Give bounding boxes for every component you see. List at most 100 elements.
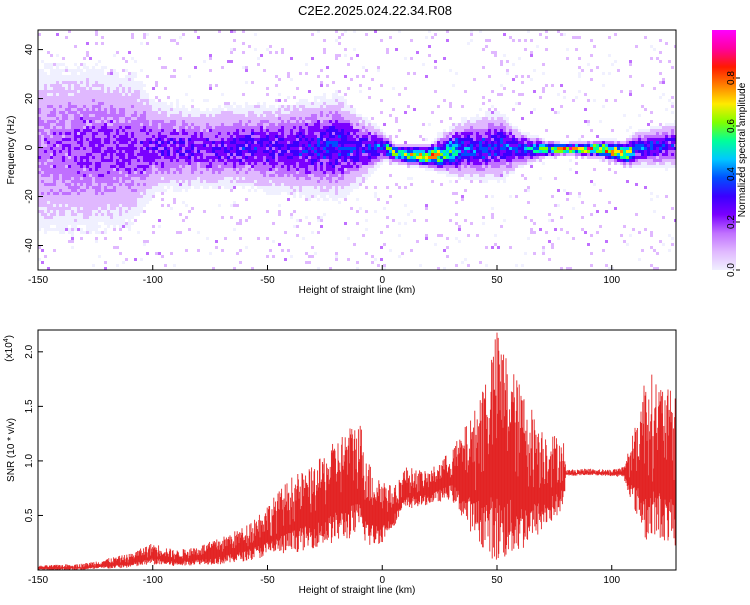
spectrogram-cell [188, 165, 191, 168]
spectrogram-cell [59, 219, 62, 222]
spectrogram-cell [152, 129, 155, 132]
spectrogram-cell [140, 102, 143, 105]
spectrogram-cell [209, 120, 212, 123]
spectrogram-cell [104, 75, 107, 78]
spectrogram-cell [302, 180, 305, 183]
spectrogram-cell [425, 156, 428, 159]
spectrogram-cell [65, 159, 68, 162]
spectrogram-cell [116, 147, 119, 150]
spectrogram-cell [107, 117, 110, 120]
spectrogram-cell [170, 75, 173, 78]
spectrogram-cell [212, 153, 215, 156]
spectrogram-cell [62, 141, 65, 144]
spectrogram-cell [47, 225, 50, 228]
spectrogram-cell [368, 174, 371, 177]
spectrogram-cell [305, 168, 308, 171]
spectrogram-cell [458, 159, 461, 162]
spectrogram-cell [128, 84, 131, 87]
spectrogram-cell [92, 141, 95, 144]
spectrogram-cell [134, 81, 137, 84]
spectrogram-cell [263, 138, 266, 141]
spectrogram-cell [74, 183, 77, 186]
spectrogram-cell [125, 213, 128, 216]
spectrogram-cell [113, 228, 116, 231]
spectrogram-cell [110, 180, 113, 183]
spectrogram-cell [83, 210, 86, 213]
spectrogram-cell [47, 189, 50, 192]
spectrogram-cell [122, 69, 125, 72]
spectrogram-cell [86, 174, 89, 177]
spectrogram-cell [461, 138, 464, 141]
spectrogram-cell [443, 99, 446, 102]
spectrogram-cell [50, 177, 53, 180]
spectrogram-cell [86, 90, 89, 93]
spectrogram-cell [53, 81, 56, 84]
spectrogram-cell [383, 138, 386, 141]
spectrogram-cell [185, 123, 188, 126]
spectrogram-cell [311, 192, 314, 195]
spectrogram-cell [242, 129, 245, 132]
spectrogram-cell [140, 126, 143, 129]
spectrogram-cell [437, 171, 440, 174]
spectrogram-cell [95, 150, 98, 153]
spectrogram-cell [290, 213, 293, 216]
spectrogram-cell [341, 147, 344, 150]
spectrogram-cell [275, 120, 278, 123]
spectrogram-cell [113, 117, 116, 120]
spectrogram-cell [455, 135, 458, 138]
spectrogram-cell [290, 114, 293, 117]
spectrogram-cell [299, 168, 302, 171]
spectrogram-cell [119, 225, 122, 228]
spectrogram-cell [200, 183, 203, 186]
spectrogram-cell [65, 174, 68, 177]
spectrogram-cell [59, 213, 62, 216]
spectrogram-cell [185, 183, 188, 186]
spectrogram-cell [68, 207, 71, 210]
spectrogram-cell [122, 204, 125, 207]
spectrogram-cell [224, 186, 227, 189]
spectrogram-cell [365, 117, 368, 120]
spectrogram-cell [170, 111, 173, 114]
spectrogram-cell [215, 111, 218, 114]
spectrogram-cell [104, 210, 107, 213]
spectrogram-cell [449, 132, 452, 135]
spectrogram-cell [152, 195, 155, 198]
spectrogram-cell [176, 126, 179, 129]
spectrogram-cell [56, 78, 59, 81]
spectrogram-cell [113, 54, 116, 57]
spectrogram-cell [344, 75, 347, 78]
spectrogram-cell [428, 45, 431, 48]
spectrogram-cell [68, 120, 71, 123]
spectrogram-cell [290, 120, 293, 123]
spectrogram-cell [302, 129, 305, 132]
spectrogram-cell [50, 135, 53, 138]
spectrogram-cell [311, 141, 314, 144]
spectrogram-cell [92, 222, 95, 225]
spectrogram-cell [149, 153, 152, 156]
spectrogram-cell [83, 105, 86, 108]
spectrogram-cell [215, 174, 218, 177]
spectrogram-cell [266, 117, 269, 120]
spectrogram-cell [131, 180, 134, 183]
spectrogram-cell [299, 120, 302, 123]
spectrogram-cell [122, 219, 125, 222]
spectrogram-cell [344, 159, 347, 162]
spectrogram-cell [287, 138, 290, 141]
spectrogram-cell [134, 183, 137, 186]
spectrogram-cell [362, 234, 365, 237]
spectrogram-cell [338, 180, 341, 183]
spectrogram-cell [86, 153, 89, 156]
spectrogram-cell [68, 114, 71, 117]
spectrogram-cell [284, 123, 287, 126]
spectrogram-cell [209, 87, 212, 90]
spectrogram-cell [68, 168, 71, 171]
spectrogram-cell [284, 180, 287, 183]
spectrogram-cell [71, 237, 74, 240]
spectrogram-cell [77, 192, 80, 195]
spectrogram-cell [317, 216, 320, 219]
spectrogram-cell [413, 144, 416, 147]
spectrogram-cell [434, 153, 437, 156]
spectrogram-cell [470, 156, 473, 159]
spectrogram-cell [269, 156, 272, 159]
